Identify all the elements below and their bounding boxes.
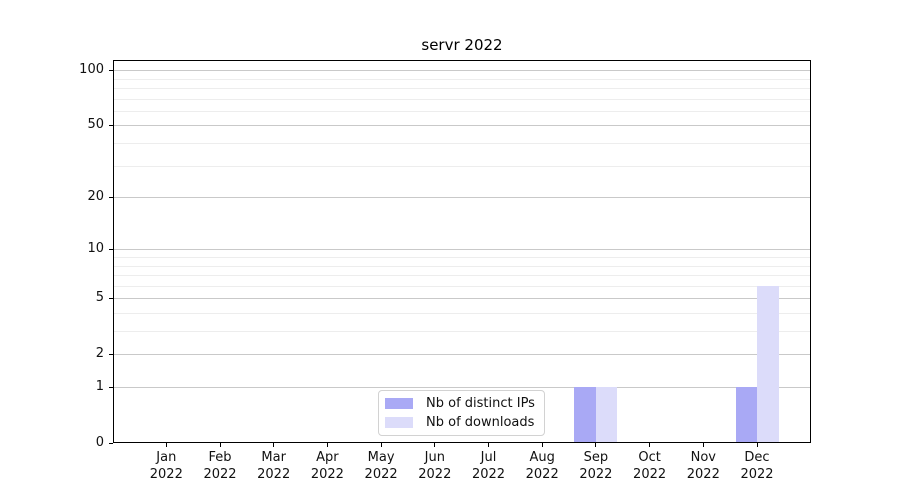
y-tick-label-50: 50 [87, 117, 104, 133]
x-tick-label-may-2022: May 2022 [364, 450, 398, 482]
gridline-minor [114, 312, 810, 314]
x-tick-sep-2022 [595, 443, 597, 447]
x-tick-label-mar-2022: Mar 2022 [257, 450, 291, 482]
bar-nb-of-downloads-sep-2022 [595, 387, 618, 443]
legend-swatch-distinct-ips [385, 398, 413, 410]
x-tick-aug-2022 [541, 443, 543, 447]
gridline-5 [114, 298, 810, 300]
x-tick-dec-2022 [756, 443, 758, 447]
x-tick-apr-2022 [326, 443, 328, 447]
gridline-minor [114, 275, 810, 277]
x-tick-jun-2022 [434, 443, 436, 447]
gridline-minor [114, 88, 810, 90]
x-tick-jan-2022 [165, 443, 167, 447]
x-tick-label-jan-2022: Jan 2022 [149, 450, 183, 482]
gridline-1 [114, 387, 810, 388]
x-tick-label-dec-2022: Dec 2022 [740, 450, 774, 482]
y-tick-2 [109, 353, 113, 355]
legend-item-distinct-ips: Nb of distinct IPs [385, 396, 538, 411]
x-tick-label-nov-2022: Nov 2022 [686, 450, 720, 482]
y-tick-10 [109, 248, 113, 250]
x-tick-oct-2022 [649, 443, 651, 447]
x-tick-label-sep-2022: Sep 2022 [579, 450, 613, 482]
x-tick-mar-2022 [273, 443, 275, 447]
legend-item-downloads: Nb of downloads [385, 415, 538, 430]
x-tick-may-2022 [380, 443, 382, 447]
gridline-minor [114, 265, 810, 267]
gridline-minor [114, 331, 810, 333]
gridline-minor [114, 110, 810, 112]
legend-swatch-downloads [385, 416, 413, 428]
y-tick-label-10: 10 [87, 241, 104, 257]
legend: Nb of distinct IPs Nb of downloads [378, 390, 545, 436]
y-tick-1 [109, 386, 113, 388]
gridline-minor [114, 285, 810, 287]
gridline-10 [114, 249, 810, 251]
gridline-20 [114, 197, 810, 199]
y-tick-label-5: 5 [95, 290, 104, 306]
x-tick-feb-2022 [219, 443, 221, 447]
x-tick-label-jul-2022: Jul 2022 [471, 450, 506, 482]
y-tick-0 [109, 442, 113, 444]
gridline-minor [114, 98, 810, 100]
bar-nb-of-downloads-dec-2022 [757, 285, 779, 443]
y-tick-20 [109, 196, 113, 198]
y-tick-5 [109, 297, 113, 299]
y-tick-label-2: 2 [95, 346, 104, 362]
x-tick-label-oct-2022: Oct 2022 [633, 450, 667, 482]
x-tick-label-feb-2022: Feb 2022 [203, 450, 237, 482]
y-tick-label-1: 1 [95, 379, 104, 394]
chart-title: servr 2022 [421, 36, 503, 54]
gridline-minor [114, 78, 810, 80]
gridline-minor [114, 165, 810, 167]
gridline-minor [114, 143, 810, 145]
y-tick-label-20: 20 [87, 189, 104, 205]
bar-nb-of-distinct-ips-sep-2022 [574, 387, 596, 443]
y-tick-label-100: 100 [79, 62, 104, 78]
x-tick-jul-2022 [488, 443, 489, 447]
legend-label-downloads: Nb of downloads [426, 414, 535, 430]
y-tick-100 [109, 69, 113, 71]
x-tick-nov-2022 [702, 443, 704, 447]
gridline-2 [114, 354, 810, 356]
legend-label-distinct-ips: Nb of distinct IPs [426, 396, 535, 412]
bar-nb-of-distinct-ips-dec-2022 [735, 387, 757, 443]
gridline-100 [114, 70, 810, 72]
x-tick-label-jun-2022: Jun 2022 [418, 450, 452, 482]
y-tick-50 [109, 124, 113, 126]
y-tick-label-0: 0 [95, 435, 104, 450]
x-tick-label-aug-2022: Aug 2022 [525, 450, 559, 482]
x-tick-label-apr-2022: Apr 2022 [310, 450, 344, 482]
gridline-50 [114, 125, 810, 127]
gridline-minor [114, 257, 810, 258]
